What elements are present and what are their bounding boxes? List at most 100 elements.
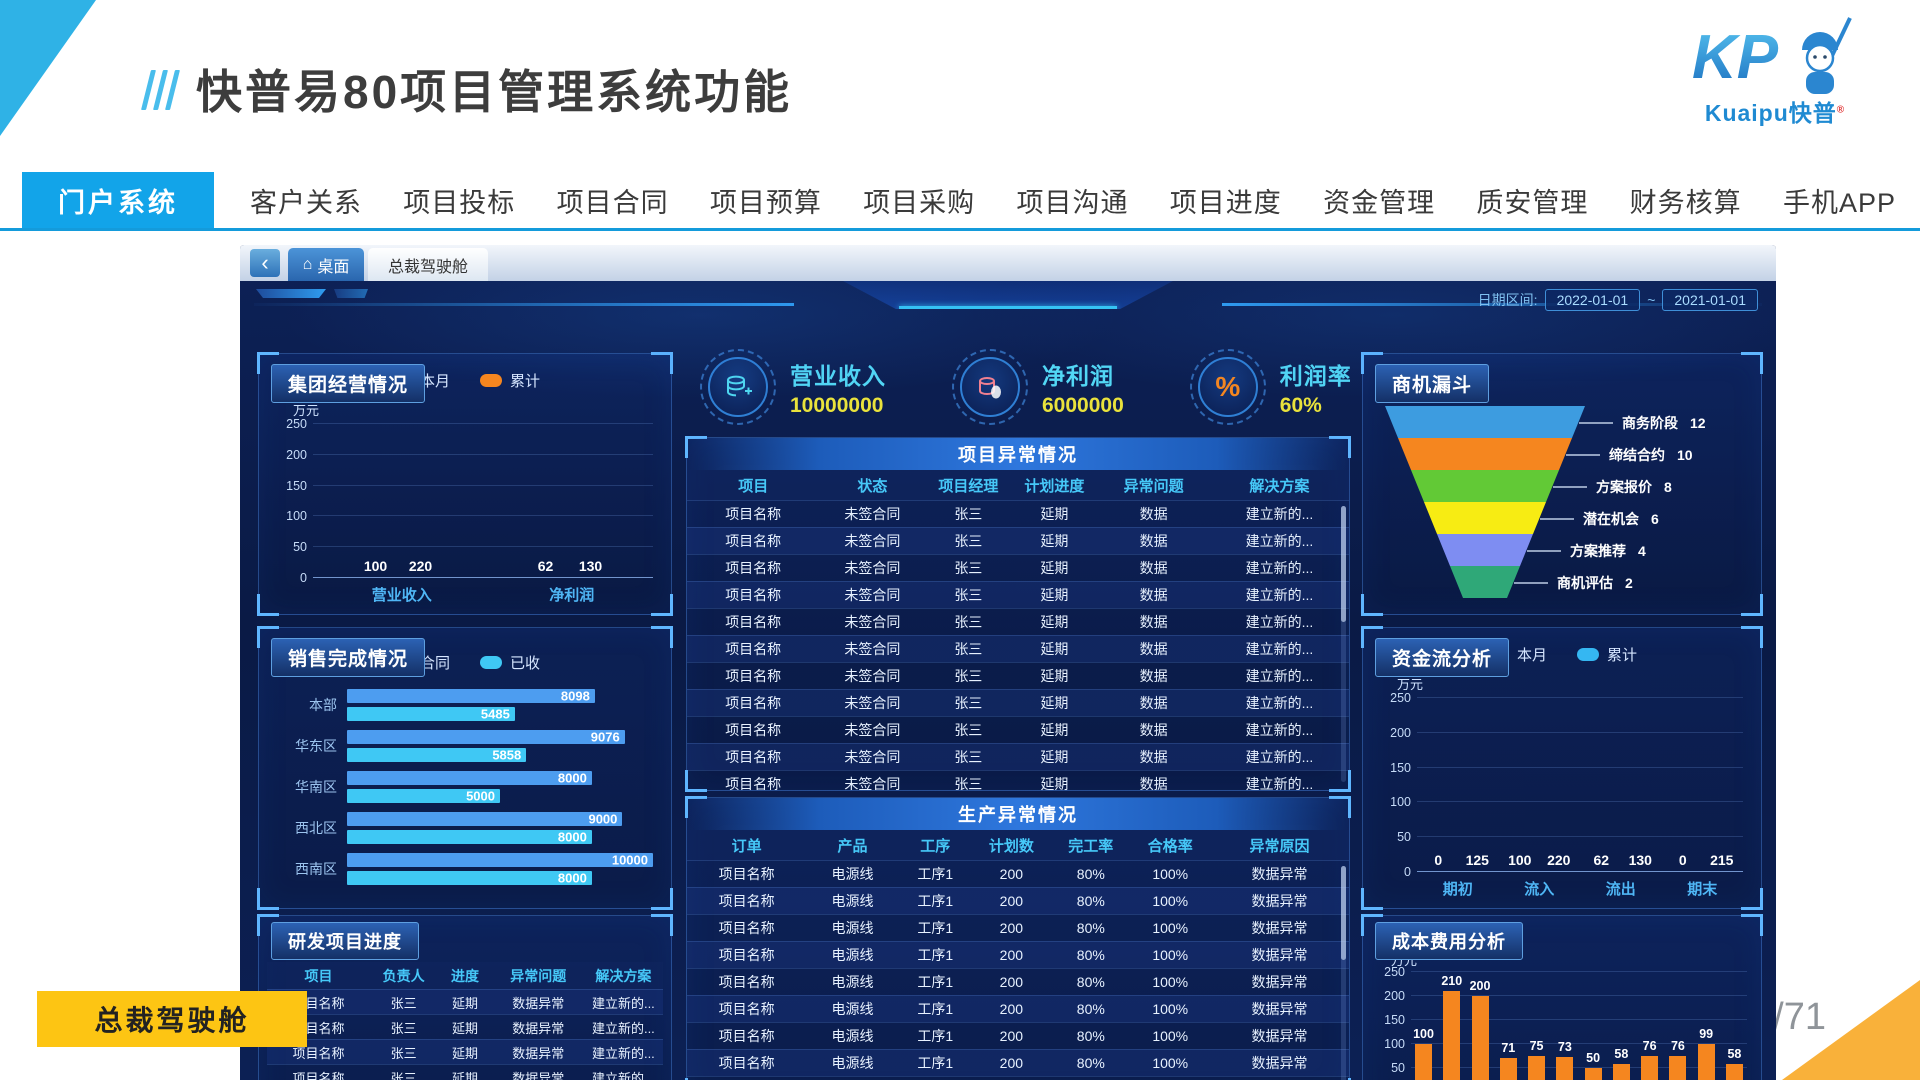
bar-value-label: 71 [1501,1040,1516,1055]
y-tick-label: 0 [300,571,307,585]
bar-value-label: 0 [1678,852,1687,868]
tab-desktop[interactable]: ⌂ 桌面 [288,248,364,281]
chart-plot: 0501001502002501002102007175735058767699… [1384,965,1747,1080]
table-cell: 延期 [451,1070,478,1080]
gridline [313,546,653,548]
hbar-row: 本部 8098 5485 [271,688,653,722]
table-row[interactable]: 项目名称 未签合同 张三 延期 数据 建立新的... [687,608,1349,635]
date-start-input[interactable]: 2022-01-01 [1544,289,1641,311]
bar-value-label: 125 [1465,852,1489,868]
legend-swatch [480,374,502,387]
table-header-cell: 计划数 [988,837,1034,855]
nav-item-3[interactable]: 项目预算 [709,187,822,218]
table-cell: 项目名称 [718,1055,775,1071]
table-row[interactable]: 项目名称 未签合同 张三 延期 数据 建立新的... [687,716,1349,743]
nav-item-4[interactable]: 项目采购 [863,187,976,218]
group-operation-chart: 本月 累计 万元 0 50 100 150 200 250 100 220 62 130 营业收入 净利润 [259,354,671,614]
bar: 5485 [347,707,515,721]
stage-name: 缔结合约 [1609,447,1665,463]
bar: 8098 [347,689,595,703]
nav-item-0[interactable]: 客户关系 [250,187,362,218]
table-row[interactable]: 项目名称 张三 延期 数据异常 建立新的... [267,1014,663,1039]
table-row[interactable]: 项目名称 未签合同 张三 延期 数据 建立新的... [687,527,1349,554]
table-row[interactable]: 项目名称 张三 延期 数据异常 建立新的... [267,1064,663,1080]
table-cell: 项目名称 [718,1001,775,1017]
legend-label: 本月 [1516,647,1547,664]
kpi-label: 利润率 [1279,362,1352,389]
nav-item-6[interactable]: 项目进度 [1169,187,1282,218]
table-cell: 建立新的... [591,1045,655,1061]
table-cell: 延期 [1040,776,1069,790]
funnel-stage [1450,566,1520,598]
scrollbar[interactable] [1341,866,1346,1080]
bar-value-label: 215 [1710,852,1734,868]
nav-item-8[interactable]: 质安管理 [1476,187,1589,218]
scrollbar[interactable] [1341,506,1346,782]
table-row[interactable]: 项目名称 未签合同 张三 延期 数据 建立新的... [687,770,1349,790]
table-cell: 80% [1076,947,1105,963]
bar-value-label: 62 [537,558,554,574]
table-row[interactable]: 项目名称 张三 延期 数据异常 建立新的... [267,989,663,1014]
funnel-stage [1424,502,1546,534]
table-cell: 未签合同 [844,668,901,684]
gridline [1417,731,1743,733]
nav-item-10[interactable]: 手机APP [1782,187,1896,218]
table-row[interactable]: 项目名称 张三 延期 数据异常 建立新的... [267,1039,663,1064]
table-row[interactable]: 项目名称 未签合同 张三 延期 数据 建立新的... [687,554,1349,581]
panel-sales-funnel: 商机漏斗 商务阶段 12 缔结合约 10 方案报价 8 潜在机会 6 方案推荐 4 商机评估 2 [1361,352,1763,616]
table-row[interactable]: 项目名称 未签合同 张三 延期 数据 建立新的... [687,581,1349,608]
corner-ribbon [0,0,96,136]
nav-item-7[interactable]: 资金管理 [1323,187,1436,218]
table-row[interactable]: 项目名称 未签合同 张三 延期 数据 建立新的... [687,689,1349,716]
tab-cockpit[interactable]: 总裁驾驶舱 [368,248,488,281]
table-cell: 未签合同 [844,587,901,603]
kpi-value: 60% [1279,393,1322,417]
nav-item-9[interactable]: 财务核算 [1629,187,1742,218]
funnel-stage [1411,470,1559,502]
table-cell: 电源线 [831,866,874,882]
table-row[interactable]: 项目名称 未签合同 张三 延期 数据 建立新的... [687,743,1349,770]
table-cell: 项目名称 [725,776,782,790]
table-row[interactable]: 项目名称 未签合同 张三 延期 数据 建立新的... [687,635,1349,662]
panel-title: 研发项目进度 [271,922,419,960]
bar-value-label: 76 [1670,1038,1685,1053]
table-cell: 建立新的... [1245,749,1314,765]
table-cell: 100% [1152,947,1189,963]
nav-item-portal-active[interactable]: 门户系统 [22,172,214,228]
table-row[interactable]: 项目名称 未签合同 张三 延期 数据 建立新的... [687,662,1349,689]
table-cell: 未签合同 [844,506,901,522]
table-row[interactable]: 项目名称 未签合同 张三 延期 数据 建立新的... [687,500,1349,527]
date-end-input[interactable]: 2021-01-01 [1662,289,1758,311]
panel-cashflow: 资金流分析 本月 累计 万元 0 50 100 150 200 250 0 125 100 220 62 1… [1361,626,1763,910]
table-cell: 电源线 [831,1028,874,1044]
table-title: 生产异常情况 [687,798,1349,830]
back-button[interactable]: ‹ [250,249,280,277]
table-cell: 张三 [954,614,983,630]
table-header-cell: 产品 [837,837,868,855]
table-cell: 张三 [954,506,983,522]
table-header-cell: 异常原因 [1249,837,1310,855]
nav-item-2[interactable]: 项目合同 [556,187,669,218]
x-tick-label: 期初 [1442,881,1473,898]
page-title: 快普易80项目管理系统功能 [196,66,793,118]
funnel-stage [1398,438,1572,470]
bar: 8000 [347,871,592,885]
bar: 58 [1725,1047,1743,1080]
nav-item-5[interactable]: 项目沟通 [1016,187,1129,218]
stage-name: 商机评估 [1557,575,1613,591]
funnel-stage-label: 商务阶段 12 [1579,413,1706,433]
table-cell: 80% [1076,1055,1105,1071]
nav-item-1[interactable]: 项目投标 [403,187,516,218]
bar: 71 [1499,1041,1517,1080]
table-cell: 建立新的... [591,995,655,1011]
bar-value-label: 8000 [557,770,587,786]
